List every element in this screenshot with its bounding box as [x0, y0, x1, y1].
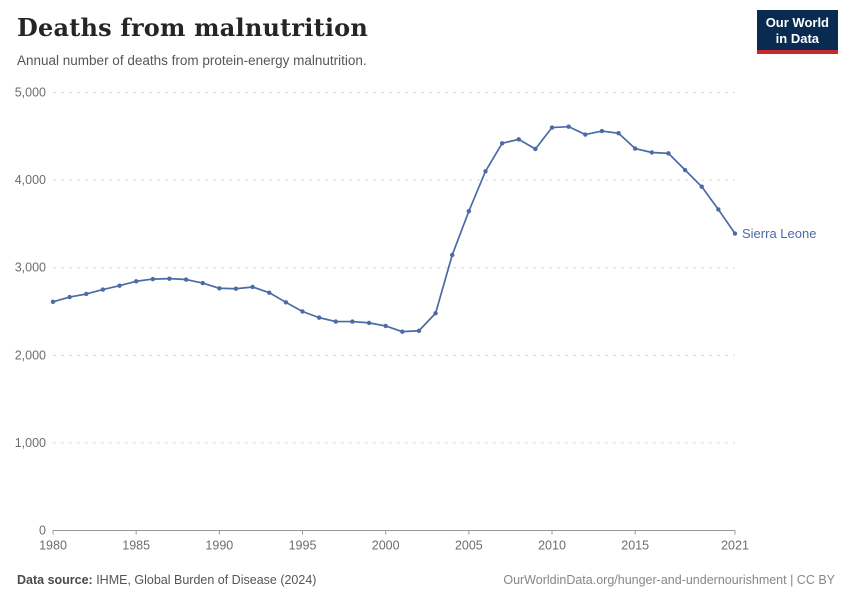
x-axis-tick-label: 2021 — [721, 539, 749, 553]
data-point[interactable] — [649, 150, 655, 155]
data-point[interactable] — [632, 146, 638, 151]
data-point[interactable] — [599, 128, 605, 134]
data-point[interactable] — [616, 131, 621, 136]
x-axis-tick-label: 1990 — [205, 539, 233, 553]
attribution-link[interactable]: OurWorldinData.org/hunger-and-undernouri… — [503, 573, 835, 587]
data-point[interactable] — [383, 323, 388, 329]
data-point[interactable] — [400, 329, 405, 334]
data-point[interactable] — [67, 294, 72, 300]
data-point[interactable] — [300, 309, 305, 314]
data-point[interactable] — [516, 137, 521, 142]
y-axis-tick-label: 3,000 — [15, 261, 46, 275]
chart-subtitle: Annual number of deaths from protein-ene… — [17, 53, 367, 68]
data-point[interactable] — [117, 283, 122, 288]
data-point[interactable] — [100, 287, 106, 292]
data-point[interactable] — [433, 311, 438, 316]
y-axis-tick-label: 0 — [39, 524, 46, 538]
data-point[interactable] — [732, 231, 738, 236]
data-source-label: Data source: — [17, 573, 93, 587]
data-point[interactable] — [133, 279, 139, 284]
y-axis-tick-label: 1,000 — [15, 436, 46, 450]
data-line[interactable] — [52, 125, 736, 333]
data-point[interactable] — [716, 207, 721, 212]
y-axis-tick-label: 5,000 — [15, 86, 46, 100]
data-point[interactable] — [250, 284, 255, 290]
data-point[interactable] — [549, 125, 555, 130]
data-point[interactable] — [566, 124, 571, 129]
chart-title: Deaths from malnutrition — [17, 13, 369, 42]
data-source-value: IHME, Global Burden of Disease (2024) — [92, 573, 317, 587]
data-point[interactable] — [84, 291, 89, 297]
data-point[interactable] — [583, 132, 588, 137]
data-point[interactable] — [499, 141, 505, 146]
chart-footer: Data source: IHME, Global Burden of Dise… — [17, 573, 835, 587]
data-point[interactable] — [167, 276, 172, 281]
data-point[interactable] — [416, 328, 422, 333]
data-point[interactable] — [283, 300, 289, 305]
data-point[interactable] — [466, 208, 472, 214]
x-axis-tick-label: 1985 — [122, 539, 150, 553]
data-point[interactable] — [533, 146, 538, 152]
y-axis-tick-label: 4,000 — [15, 173, 46, 187]
x-axis-tick-label: 1980 — [39, 539, 67, 553]
x-axis-tick-label: 2015 — [621, 539, 649, 553]
data-point[interactable] — [483, 169, 488, 174]
owid-logo[interactable]: Our World in Data — [756, 10, 838, 54]
series-end-label[interactable]: Sierra Leone — [742, 226, 816, 241]
x-axis-tick-label: 2000 — [372, 539, 400, 553]
data-point[interactable] — [50, 299, 56, 305]
x-axis-tick-label: 1995 — [289, 539, 317, 553]
data-point[interactable] — [267, 290, 272, 295]
x-axis-tick-label: 2010 — [538, 539, 566, 553]
data-point[interactable] — [682, 167, 688, 173]
data-point[interactable] — [366, 320, 372, 326]
data-point[interactable] — [200, 280, 205, 286]
y-axis-tick-label: 2,000 — [15, 348, 46, 362]
data-point[interactable] — [233, 286, 239, 291]
x-axis-tick-label: 2005 — [455, 539, 483, 553]
data-point[interactable] — [316, 315, 322, 320]
data-point[interactable] — [450, 252, 455, 258]
data-point[interactable] — [217, 286, 222, 291]
data-point[interactable] — [666, 151, 671, 156]
logo-line-2: in Data — [775, 31, 820, 46]
data-source: Data source: IHME, Global Burden of Dise… — [17, 573, 316, 587]
data-point[interactable] — [333, 319, 338, 324]
data-point[interactable] — [699, 184, 704, 189]
data-point[interactable] — [350, 319, 355, 324]
logo-line-1: Our World — [765, 15, 829, 30]
data-point[interactable] — [150, 276, 156, 282]
data-point[interactable] — [183, 277, 189, 282]
